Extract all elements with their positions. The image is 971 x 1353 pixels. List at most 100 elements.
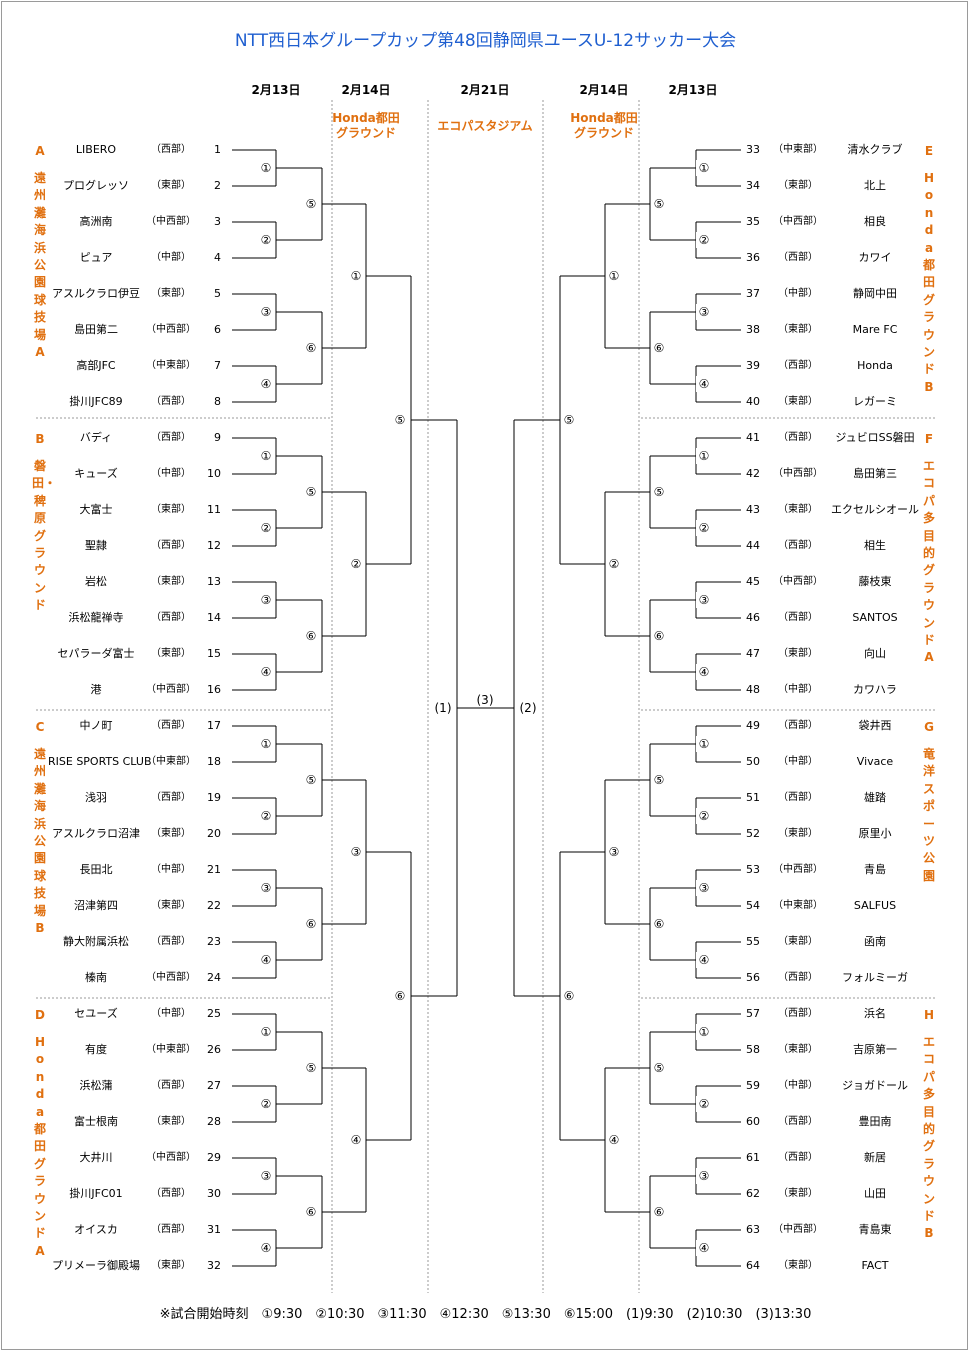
- match-mark-left-r1-bg: [258, 304, 274, 320]
- team-name: 浜松龍禅寺: [68, 611, 124, 624]
- team-number: 25: [207, 1007, 221, 1020]
- team-region: （西部）: [778, 1152, 818, 1163]
- team-name: 掛川JFC89: [69, 395, 123, 408]
- team-region: （中部）: [778, 1080, 818, 1091]
- team-region: （西部）: [151, 432, 191, 443]
- match-mark-right-r4: ⑤: [564, 413, 575, 427]
- match-mark-left-r2: ⑤: [306, 773, 317, 787]
- match-mark-left-r1: ④: [261, 953, 272, 967]
- team-name: セユーズ: [74, 1007, 118, 1020]
- venue-center: エコパスタジアム: [437, 119, 533, 133]
- match-mark-right-r1: ③: [699, 305, 710, 319]
- team-name: 山田: [864, 1187, 886, 1200]
- match-mark-right-r2: ⑤: [654, 197, 665, 211]
- team-name: 大富士: [79, 503, 113, 516]
- match-mark-right-r2-bg: [651, 196, 667, 212]
- team-region: （西部）: [778, 360, 818, 371]
- match-mark-semi-right: (2): [520, 701, 537, 715]
- team-region: （東部）: [151, 648, 191, 659]
- match-mark-left-r2-bg: [303, 1204, 319, 1220]
- team-region: （東部）: [151, 900, 191, 911]
- match-mark-right-r3-bg: [606, 268, 622, 284]
- team-region: （中部）: [151, 1008, 191, 1019]
- group-venue: 磐田・稗原グラウンド: [32, 459, 57, 613]
- match-mark-left-r1: ③: [261, 1169, 272, 1183]
- team-number: 16: [207, 683, 221, 696]
- group-letter: E: [924, 144, 934, 158]
- team-name: SALFUS: [853, 899, 897, 912]
- team-number: 35: [746, 215, 760, 228]
- team-name: 聖隷: [85, 539, 107, 552]
- team-number: 36: [746, 251, 760, 264]
- group-letter: D: [35, 1008, 45, 1022]
- date-left-round2: 2月14日: [341, 83, 391, 97]
- match-mark-left-r2-bg: [303, 916, 319, 932]
- match-mark-right-r1: ②: [699, 1097, 710, 1111]
- match-mark-left-r1-bg: [258, 1024, 274, 1040]
- match-mark-left-r4: ⑤: [395, 413, 406, 427]
- match-mark-left-r1: ①: [261, 1025, 272, 1039]
- team-number: 30: [207, 1187, 221, 1200]
- team-name: セパラーダ富士: [57, 647, 135, 660]
- team-name: ジョガドール: [842, 1079, 908, 1092]
- team-name: 岩松: [85, 575, 107, 588]
- group-letter: G: [924, 720, 934, 734]
- group-letter: H: [923, 1008, 935, 1022]
- team-name: 長田北: [79, 863, 113, 876]
- match-mark-left-r2-bg: [303, 1060, 319, 1076]
- match-mark-right-r1-bg: [696, 1096, 712, 1112]
- team-number: 60: [746, 1115, 760, 1128]
- team-region: （中西部）: [773, 864, 823, 875]
- team-region: （西部）: [778, 792, 818, 803]
- match-mark-left-r1-bg: [258, 520, 274, 536]
- match-mark-left-r1: ②: [261, 1097, 272, 1111]
- team-region: （西部）: [778, 612, 818, 623]
- match-mark-left-r1-bg: [258, 1168, 274, 1184]
- team-name: オイスカ: [74, 1223, 118, 1236]
- match-mark-right-r3-bg: [606, 844, 622, 860]
- match-mark-left-r3: ①: [351, 269, 362, 283]
- team-region: （西部）: [151, 540, 191, 551]
- match-mark-left-r1: ②: [261, 521, 272, 535]
- team-number: 59: [746, 1079, 760, 1092]
- group-venue: 遠州灘海浜公園球技場B: [33, 747, 46, 936]
- team-number: 54: [746, 899, 760, 912]
- date-left-round1: 2月13日: [251, 83, 301, 97]
- team-region: （西部）: [151, 936, 191, 947]
- match-mark-right-r2: ⑤: [654, 773, 665, 787]
- team-region: （東部）: [778, 828, 818, 839]
- team-region: （中東部）: [773, 144, 823, 155]
- match-mark-right-r1-bg: [696, 304, 712, 320]
- team-name: Vivace: [856, 755, 894, 768]
- team-region: （西部）: [778, 540, 818, 551]
- venue-left: Honda都田 グラウンド: [332, 111, 400, 140]
- team-number: 49: [746, 719, 760, 732]
- team-name: 北上: [864, 179, 886, 192]
- match-mark-left-r1-bg: [258, 232, 274, 248]
- match-mark-left-r1: ④: [261, 665, 272, 679]
- match-mark-left-r2: ⑥: [306, 917, 317, 931]
- team-region: （中部）: [778, 684, 818, 695]
- team-name: 新居: [864, 1151, 886, 1164]
- team-name: アスルクラロ伊豆: [52, 287, 140, 300]
- team-number: 50: [746, 755, 760, 768]
- match-mark-right-r3-bg: [606, 1132, 622, 1148]
- team-name: 相生: [864, 539, 886, 552]
- team-region: （中東部）: [773, 900, 823, 911]
- match-mark-left-r1: ④: [261, 1241, 272, 1255]
- team-number: 52: [746, 827, 760, 840]
- match-mark-right-r1: ④: [699, 665, 710, 679]
- team-number: 21: [207, 863, 221, 876]
- team-name: 島田第二: [74, 323, 118, 336]
- team-region: （西部）: [151, 1080, 191, 1091]
- match-mark-right-r1: ②: [699, 233, 710, 247]
- team-number: 2: [214, 179, 221, 192]
- match-mark-right-r1: ①: [699, 1025, 710, 1039]
- team-region: （東部）: [778, 1044, 818, 1055]
- team-name: 浅羽: [85, 791, 107, 804]
- group-letter: B: [35, 432, 45, 446]
- match-mark-right-r1-bg: [696, 808, 712, 824]
- team-number: 14: [207, 611, 221, 624]
- match-mark-right-r2: ⑥: [654, 629, 665, 643]
- match-mark-right-r2: ⑤: [654, 485, 665, 499]
